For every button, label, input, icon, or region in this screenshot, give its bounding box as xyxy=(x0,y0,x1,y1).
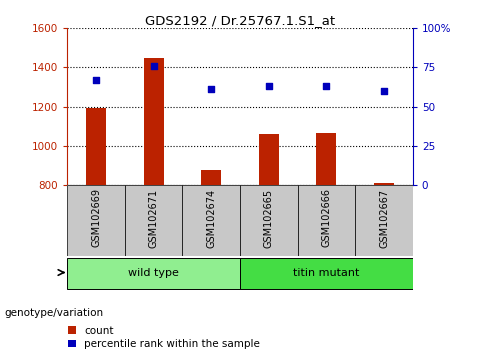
Bar xyxy=(86,108,106,185)
Text: GSM102674: GSM102674 xyxy=(206,188,216,247)
Point xyxy=(92,77,100,83)
Text: genotype/variation: genotype/variation xyxy=(5,308,104,318)
FancyBboxPatch shape xyxy=(67,185,125,256)
FancyBboxPatch shape xyxy=(355,185,413,256)
FancyBboxPatch shape xyxy=(67,258,240,289)
Text: wild type: wild type xyxy=(128,268,179,278)
Point xyxy=(380,88,388,94)
Bar xyxy=(201,170,221,185)
Point xyxy=(265,84,273,89)
Text: GSM102666: GSM102666 xyxy=(322,188,331,247)
Point xyxy=(150,63,157,69)
Point xyxy=(207,87,215,92)
FancyBboxPatch shape xyxy=(298,185,355,256)
FancyBboxPatch shape xyxy=(240,258,413,289)
Legend: count, percentile rank within the sample: count, percentile rank within the sample xyxy=(68,326,260,349)
Text: GSM102669: GSM102669 xyxy=(91,188,101,247)
Text: titin mutant: titin mutant xyxy=(293,268,360,278)
Text: GSM102665: GSM102665 xyxy=(264,188,274,247)
FancyBboxPatch shape xyxy=(240,185,298,256)
Text: GSM102671: GSM102671 xyxy=(149,188,158,247)
Bar xyxy=(144,58,164,185)
FancyBboxPatch shape xyxy=(125,185,182,256)
Bar xyxy=(316,133,336,185)
Point xyxy=(323,84,330,89)
Bar xyxy=(374,183,394,185)
FancyBboxPatch shape xyxy=(182,185,240,256)
Title: GDS2192 / Dr.25767.1.S1_at: GDS2192 / Dr.25767.1.S1_at xyxy=(145,14,335,27)
Bar xyxy=(259,134,279,185)
Text: GSM102667: GSM102667 xyxy=(379,188,389,247)
